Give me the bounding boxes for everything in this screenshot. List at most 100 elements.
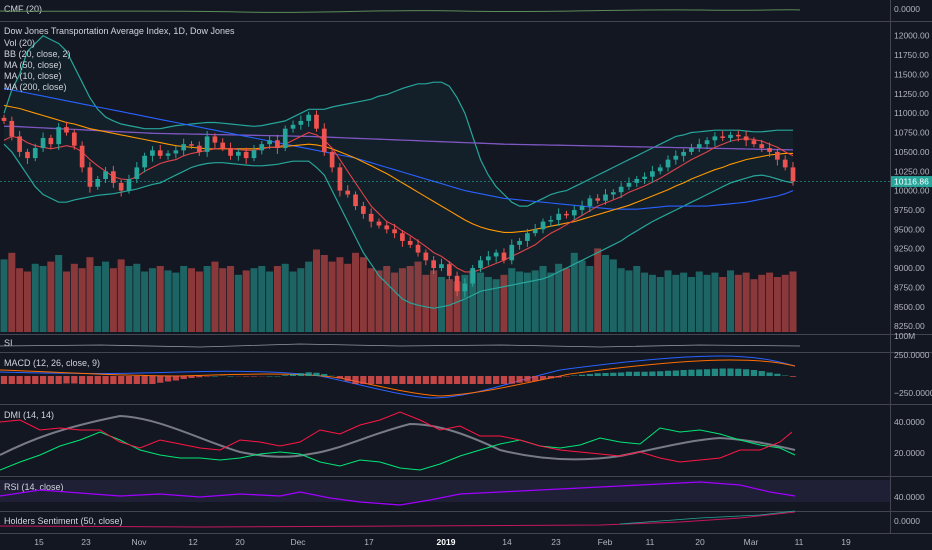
candle-body bbox=[735, 134, 741, 137]
candle-body bbox=[165, 153, 171, 156]
volume-bar bbox=[344, 263, 352, 332]
legend-bb: BB (20, close, 2) bbox=[4, 49, 71, 59]
macd-hist-bar bbox=[86, 376, 94, 384]
candle-body bbox=[650, 171, 655, 177]
macd-hist-bar bbox=[305, 372, 312, 376]
macd-hist-bar bbox=[625, 371, 633, 376]
time-tick-label: Feb bbox=[598, 537, 613, 547]
macd-hist-bar bbox=[39, 376, 47, 384]
volume-bar bbox=[31, 263, 39, 332]
volume-bar bbox=[8, 252, 16, 332]
candle-body bbox=[462, 283, 468, 292]
candle-body bbox=[87, 167, 93, 187]
macd-hist-bar bbox=[438, 376, 445, 384]
volume-bar bbox=[281, 263, 289, 332]
volume-bar bbox=[734, 274, 742, 332]
volume-bar bbox=[62, 271, 71, 332]
price-tick-label: 10750.00 bbox=[894, 128, 930, 138]
macd-hist-bar bbox=[703, 369, 711, 376]
macd-hist-bar bbox=[743, 369, 750, 376]
macd-hist-bar bbox=[102, 376, 109, 384]
candle-body bbox=[610, 192, 616, 195]
volume-bar bbox=[156, 266, 164, 332]
bb-fill bbox=[4, 35, 793, 309]
candle-body bbox=[142, 155, 147, 168]
macd-hist-bar bbox=[782, 375, 789, 376]
candle-body bbox=[56, 127, 62, 145]
macd-signal-line bbox=[0, 359, 796, 397]
rsi-tick: 40.0000 bbox=[894, 492, 925, 502]
legend-ma10: MA (10, close) bbox=[4, 71, 62, 81]
macd-hist-bar bbox=[274, 376, 281, 377]
time-tick-label: Dec bbox=[290, 537, 306, 547]
macd-hist-bar bbox=[71, 376, 78, 384]
volume-bar bbox=[273, 266, 281, 332]
last-price-tag: 10116.86 bbox=[891, 176, 932, 188]
macd-hist-bar bbox=[664, 370, 672, 376]
candle-body bbox=[470, 268, 476, 284]
candle-body bbox=[571, 209, 577, 216]
volume-bar bbox=[23, 271, 31, 332]
candle-body bbox=[540, 221, 546, 230]
cmf-label: CMF (20) bbox=[4, 4, 42, 14]
price-pane[interactable] bbox=[0, 34, 890, 332]
volume-bar bbox=[406, 266, 414, 332]
candle-body bbox=[704, 140, 710, 145]
volume-bar bbox=[641, 272, 649, 332]
volume-bar bbox=[109, 268, 117, 332]
candle-body bbox=[673, 155, 679, 160]
volume-bar bbox=[625, 270, 633, 332]
volume-bar bbox=[234, 274, 242, 332]
candle-body bbox=[587, 198, 593, 207]
si-line bbox=[0, 343, 801, 348]
macd-hist-bar bbox=[453, 376, 461, 384]
candle-body bbox=[9, 120, 15, 137]
volume-bar bbox=[266, 271, 274, 332]
volume-bar bbox=[672, 274, 680, 332]
candle-body bbox=[368, 213, 374, 222]
macd-hist-bar bbox=[485, 376, 492, 384]
macd-hist-bar bbox=[172, 376, 179, 381]
time-tick-label: 20 bbox=[695, 537, 705, 547]
volume-bar bbox=[484, 277, 492, 332]
macd-hist-bar bbox=[672, 370, 679, 376]
macd-hist-bar bbox=[282, 375, 289, 376]
candle-body bbox=[454, 275, 460, 292]
volume-bar bbox=[586, 266, 594, 332]
price-tick-label: 8750.00 bbox=[894, 282, 925, 292]
price-tick-label: 12000.00 bbox=[894, 31, 930, 41]
macd-hist-bar bbox=[508, 376, 515, 384]
candle-body bbox=[751, 140, 757, 145]
rsi-line bbox=[0, 481, 796, 506]
candle-body bbox=[407, 240, 413, 245]
volume-bar bbox=[437, 277, 445, 332]
macd-hist-bar bbox=[524, 376, 531, 382]
dmi-tick-top: 40.0000 bbox=[894, 417, 925, 427]
macd-hist-bar bbox=[63, 376, 70, 384]
candle-body bbox=[353, 194, 358, 207]
macd-hist-bar bbox=[78, 376, 86, 384]
candle-body bbox=[337, 167, 343, 191]
candle-body bbox=[564, 213, 569, 216]
time-axis: 15 23 Nov 12 20 Dec 17 2019 14 23 Feb 11 20 Mar 11 19 bbox=[34, 537, 851, 547]
volume-bar bbox=[187, 268, 196, 332]
time-tick-label: Mar bbox=[744, 537, 759, 547]
volume-bar bbox=[656, 277, 664, 332]
volume-bar bbox=[742, 272, 750, 332]
time-tick-label: Nov bbox=[131, 537, 147, 547]
bb-lower-line bbox=[3, 143, 794, 309]
volume-bar bbox=[0, 259, 8, 332]
volume-bar bbox=[180, 266, 188, 332]
volume-bar bbox=[750, 279, 758, 332]
time-tick-label: 11 bbox=[646, 537, 655, 547]
volume-bar bbox=[70, 263, 78, 332]
volume-bar bbox=[781, 274, 789, 332]
volume-bar bbox=[16, 268, 24, 332]
candle-body bbox=[220, 142, 226, 149]
candle-body bbox=[64, 127, 69, 133]
macd-label: MACD (12, 26, close, 9) bbox=[4, 358, 100, 368]
macd-hist-bar bbox=[578, 374, 586, 376]
macd-hist-bar bbox=[118, 376, 125, 384]
candle-body bbox=[415, 244, 421, 253]
time-tick-label: 19 bbox=[841, 537, 851, 547]
